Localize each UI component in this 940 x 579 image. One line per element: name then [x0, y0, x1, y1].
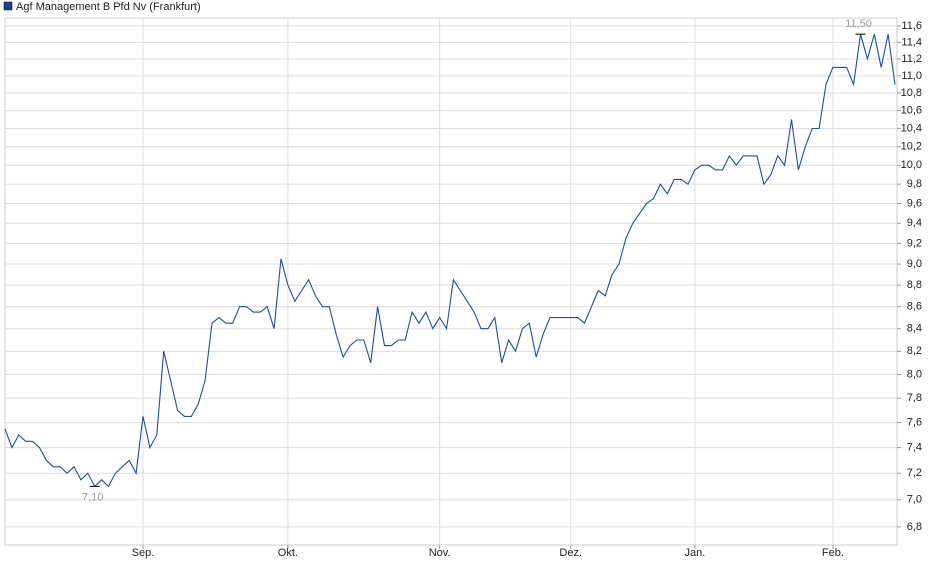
y-tick-label: 9,4: [907, 217, 922, 229]
extreme-label: 11,50: [845, 18, 872, 30]
y-tick-label: 8,0: [907, 368, 922, 380]
y-tick-label: 11,6: [901, 20, 922, 32]
y-tick-label: 7,6: [907, 417, 922, 429]
y-tick-label: 9,0: [907, 258, 922, 270]
x-tick-label: Feb.: [822, 547, 844, 559]
y-tick-label: 10,6: [901, 104, 922, 116]
y-tick-label: 8,4: [907, 323, 922, 335]
y-tick-label: 8,6: [907, 301, 922, 313]
x-tick-label: Nov.: [429, 547, 451, 559]
plot-area: [4, 17, 898, 546]
y-tick-label: 9,8: [907, 178, 922, 190]
price-line: [4, 34, 896, 488]
y-tick-label: 7,4: [907, 442, 922, 454]
y-tick-label: 10,8: [901, 87, 922, 99]
legend-swatch: [3, 1, 13, 11]
x-tick-label: Dez.: [559, 547, 582, 559]
x-tick-label: Sep.: [132, 547, 155, 559]
y-tick-label: 7,8: [907, 392, 922, 404]
y-tick-label: 10,4: [901, 122, 922, 134]
y-tick-label: 6,8: [907, 521, 922, 533]
x-tick-label: Jan.: [685, 547, 706, 559]
y-tick-label: 10,0: [901, 159, 922, 171]
extreme-label: 7,10: [82, 491, 103, 503]
y-tick-label: 11,0: [901, 70, 922, 82]
y-tick-label: 8,8: [907, 279, 922, 291]
y-tick-label: 11,2: [901, 53, 922, 65]
y-tick-label: 9,2: [907, 237, 922, 249]
y-tick-label: 7,0: [907, 494, 922, 506]
y-tick-label: 10,2: [901, 141, 922, 153]
y-tick-label: 8,2: [907, 345, 922, 357]
y-tick-label: 7,2: [907, 467, 922, 479]
x-tick-label: Okt.: [278, 547, 298, 559]
y-tick-label: 11,4: [901, 36, 922, 48]
legend-label: Agf Management B Pfd Nv (Frankfurt): [16, 1, 201, 13]
y-tick-label: 9,6: [907, 197, 922, 209]
